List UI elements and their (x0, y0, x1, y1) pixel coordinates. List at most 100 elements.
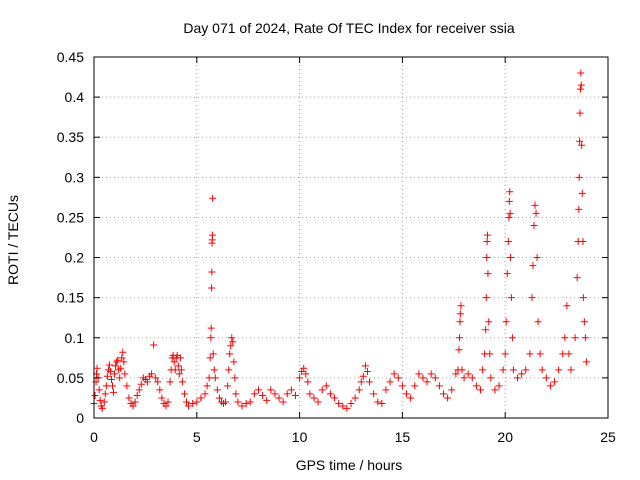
data-point (483, 254, 491, 262)
data-point (518, 370, 526, 378)
data-point (232, 390, 240, 398)
data-point (129, 402, 137, 410)
data-point (213, 386, 221, 394)
data-point (326, 390, 334, 398)
data-point (533, 254, 541, 262)
data-point (464, 370, 472, 378)
data-point (444, 394, 452, 402)
data-point (528, 294, 536, 302)
data-point (455, 346, 463, 354)
data-point (351, 394, 359, 402)
data-point (546, 382, 554, 390)
data-point (207, 324, 215, 332)
data-point (148, 370, 156, 378)
data-point (522, 366, 530, 374)
data-point (107, 375, 115, 383)
data-point (378, 400, 386, 408)
data-point (208, 268, 216, 276)
data-point (456, 334, 464, 342)
data-point (259, 392, 267, 400)
y-tick-label: 0.3 (65, 169, 85, 185)
data-point (506, 188, 514, 196)
data-point (302, 370, 310, 378)
data-point (250, 390, 258, 398)
x-axis-label: GPS time / hours (296, 457, 403, 473)
data-point (110, 388, 118, 396)
data-point (137, 380, 145, 388)
data-point (123, 382, 131, 390)
data-point (206, 354, 214, 362)
data-point (555, 366, 563, 374)
data-point (103, 372, 111, 380)
data-point (225, 366, 233, 374)
data-point (93, 364, 101, 372)
y-tick-label: 0.45 (57, 49, 84, 65)
data-point (111, 370, 119, 378)
data-point (291, 392, 299, 400)
y-tick-label: 0.15 (57, 290, 84, 306)
data-point (164, 398, 172, 406)
data-point (231, 374, 239, 382)
data-point (484, 231, 492, 239)
data-point (207, 334, 215, 342)
data-point (357, 378, 365, 386)
data-point (565, 350, 573, 358)
data-point (531, 201, 539, 209)
data-point (559, 350, 567, 358)
data-point (112, 362, 120, 370)
data-point (578, 141, 586, 149)
data-point (178, 378, 186, 386)
data-point (505, 213, 513, 221)
data-point (335, 400, 343, 408)
data-point (427, 370, 435, 378)
data-point (419, 374, 427, 382)
data-point (458, 366, 466, 374)
data-point (536, 350, 544, 358)
data-point (457, 302, 465, 310)
data-point (109, 382, 117, 390)
data-point (507, 294, 515, 302)
x-tick-label: 15 (395, 429, 411, 445)
data-point (215, 394, 223, 402)
data-point (287, 386, 295, 394)
data-point (581, 334, 589, 342)
data-point (101, 390, 109, 398)
data-point (125, 394, 133, 402)
data-point (106, 367, 114, 375)
data-point (118, 354, 126, 362)
data-point (100, 398, 108, 406)
data-point (183, 398, 191, 406)
data-point (435, 382, 443, 390)
data-point (114, 356, 122, 364)
data-point (499, 366, 507, 374)
data-point (456, 318, 464, 326)
y-tick-label: 0.4 (65, 89, 85, 105)
data-point (576, 85, 584, 93)
data-point (576, 137, 584, 145)
y-tick-label: 0.05 (57, 370, 84, 386)
data-point (407, 394, 415, 402)
data-point (339, 402, 347, 410)
data-point (482, 326, 490, 334)
data-point (170, 358, 178, 366)
data-point (366, 378, 374, 386)
data-point (390, 370, 398, 378)
data-point (197, 394, 205, 402)
data-point (279, 398, 287, 406)
data-point (263, 396, 271, 404)
x-tick-label: 10 (292, 429, 308, 445)
data-point (201, 390, 209, 398)
data-point (176, 354, 184, 362)
data-point (208, 231, 216, 239)
data-point (210, 366, 218, 374)
data-point (575, 173, 583, 181)
data-point (394, 374, 402, 382)
data-point (374, 398, 382, 406)
data-point (542, 374, 550, 382)
data-point (415, 370, 423, 378)
data-point (386, 378, 394, 386)
data-point (300, 364, 308, 372)
data-point (530, 221, 538, 229)
data-point (495, 382, 503, 390)
